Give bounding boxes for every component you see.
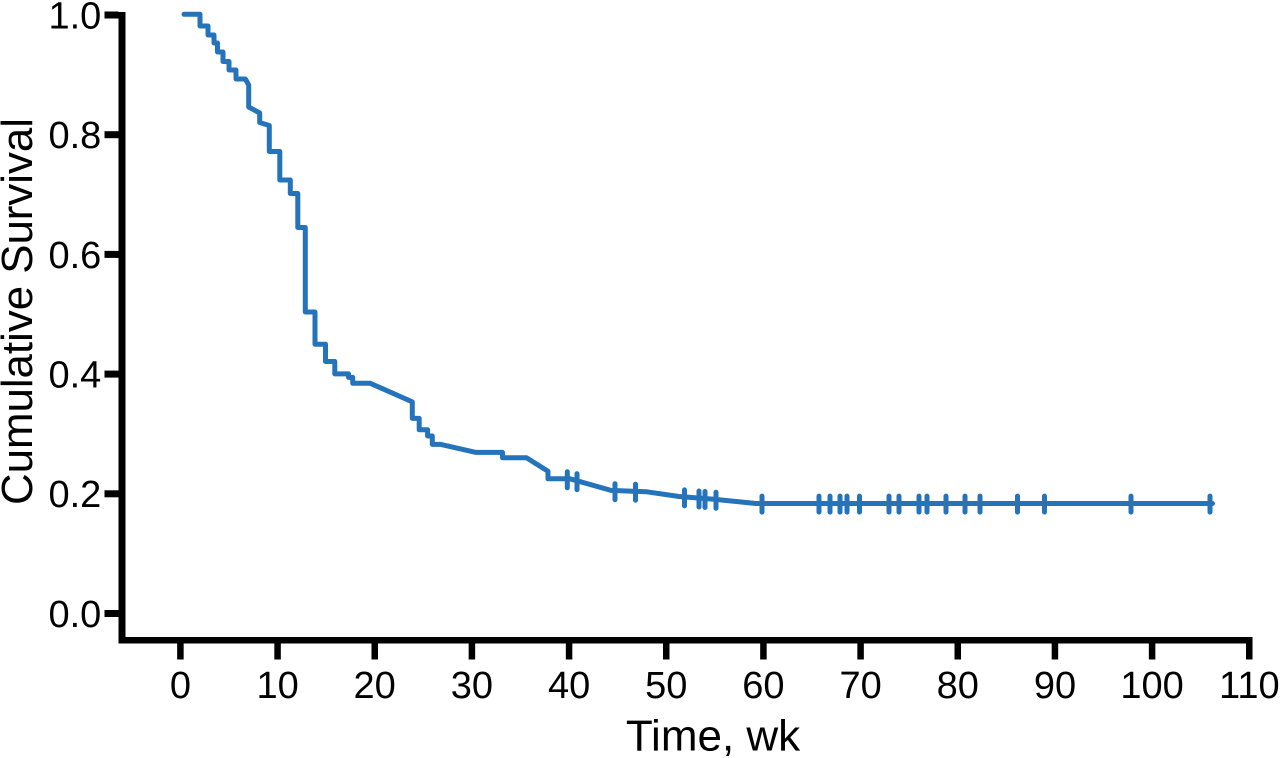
svg-text:60: 60 bbox=[742, 665, 784, 707]
svg-text:0.6: 0.6 bbox=[48, 235, 101, 277]
svg-text:40: 40 bbox=[548, 665, 590, 707]
svg-text:0.4: 0.4 bbox=[48, 355, 101, 397]
svg-text:70: 70 bbox=[839, 665, 881, 707]
svg-text:0.8: 0.8 bbox=[48, 115, 101, 157]
svg-text:0.0: 0.0 bbox=[48, 594, 101, 636]
svg-text:Cumulative Survival: Cumulative Survival bbox=[0, 118, 42, 505]
svg-text:100: 100 bbox=[1120, 665, 1183, 707]
svg-text:90: 90 bbox=[1034, 665, 1076, 707]
svg-text:110: 110 bbox=[1219, 665, 1280, 707]
svg-text:0.2: 0.2 bbox=[48, 474, 101, 516]
svg-text:80: 80 bbox=[937, 665, 979, 707]
svg-text:0: 0 bbox=[170, 665, 191, 707]
svg-text:20: 20 bbox=[354, 665, 396, 707]
svg-text:50: 50 bbox=[645, 665, 687, 707]
svg-text:1.0: 1.0 bbox=[48, 0, 101, 37]
svg-text:Time, wk: Time, wk bbox=[626, 712, 801, 758]
svg-text:30: 30 bbox=[451, 665, 493, 707]
svg-text:10: 10 bbox=[256, 665, 298, 707]
